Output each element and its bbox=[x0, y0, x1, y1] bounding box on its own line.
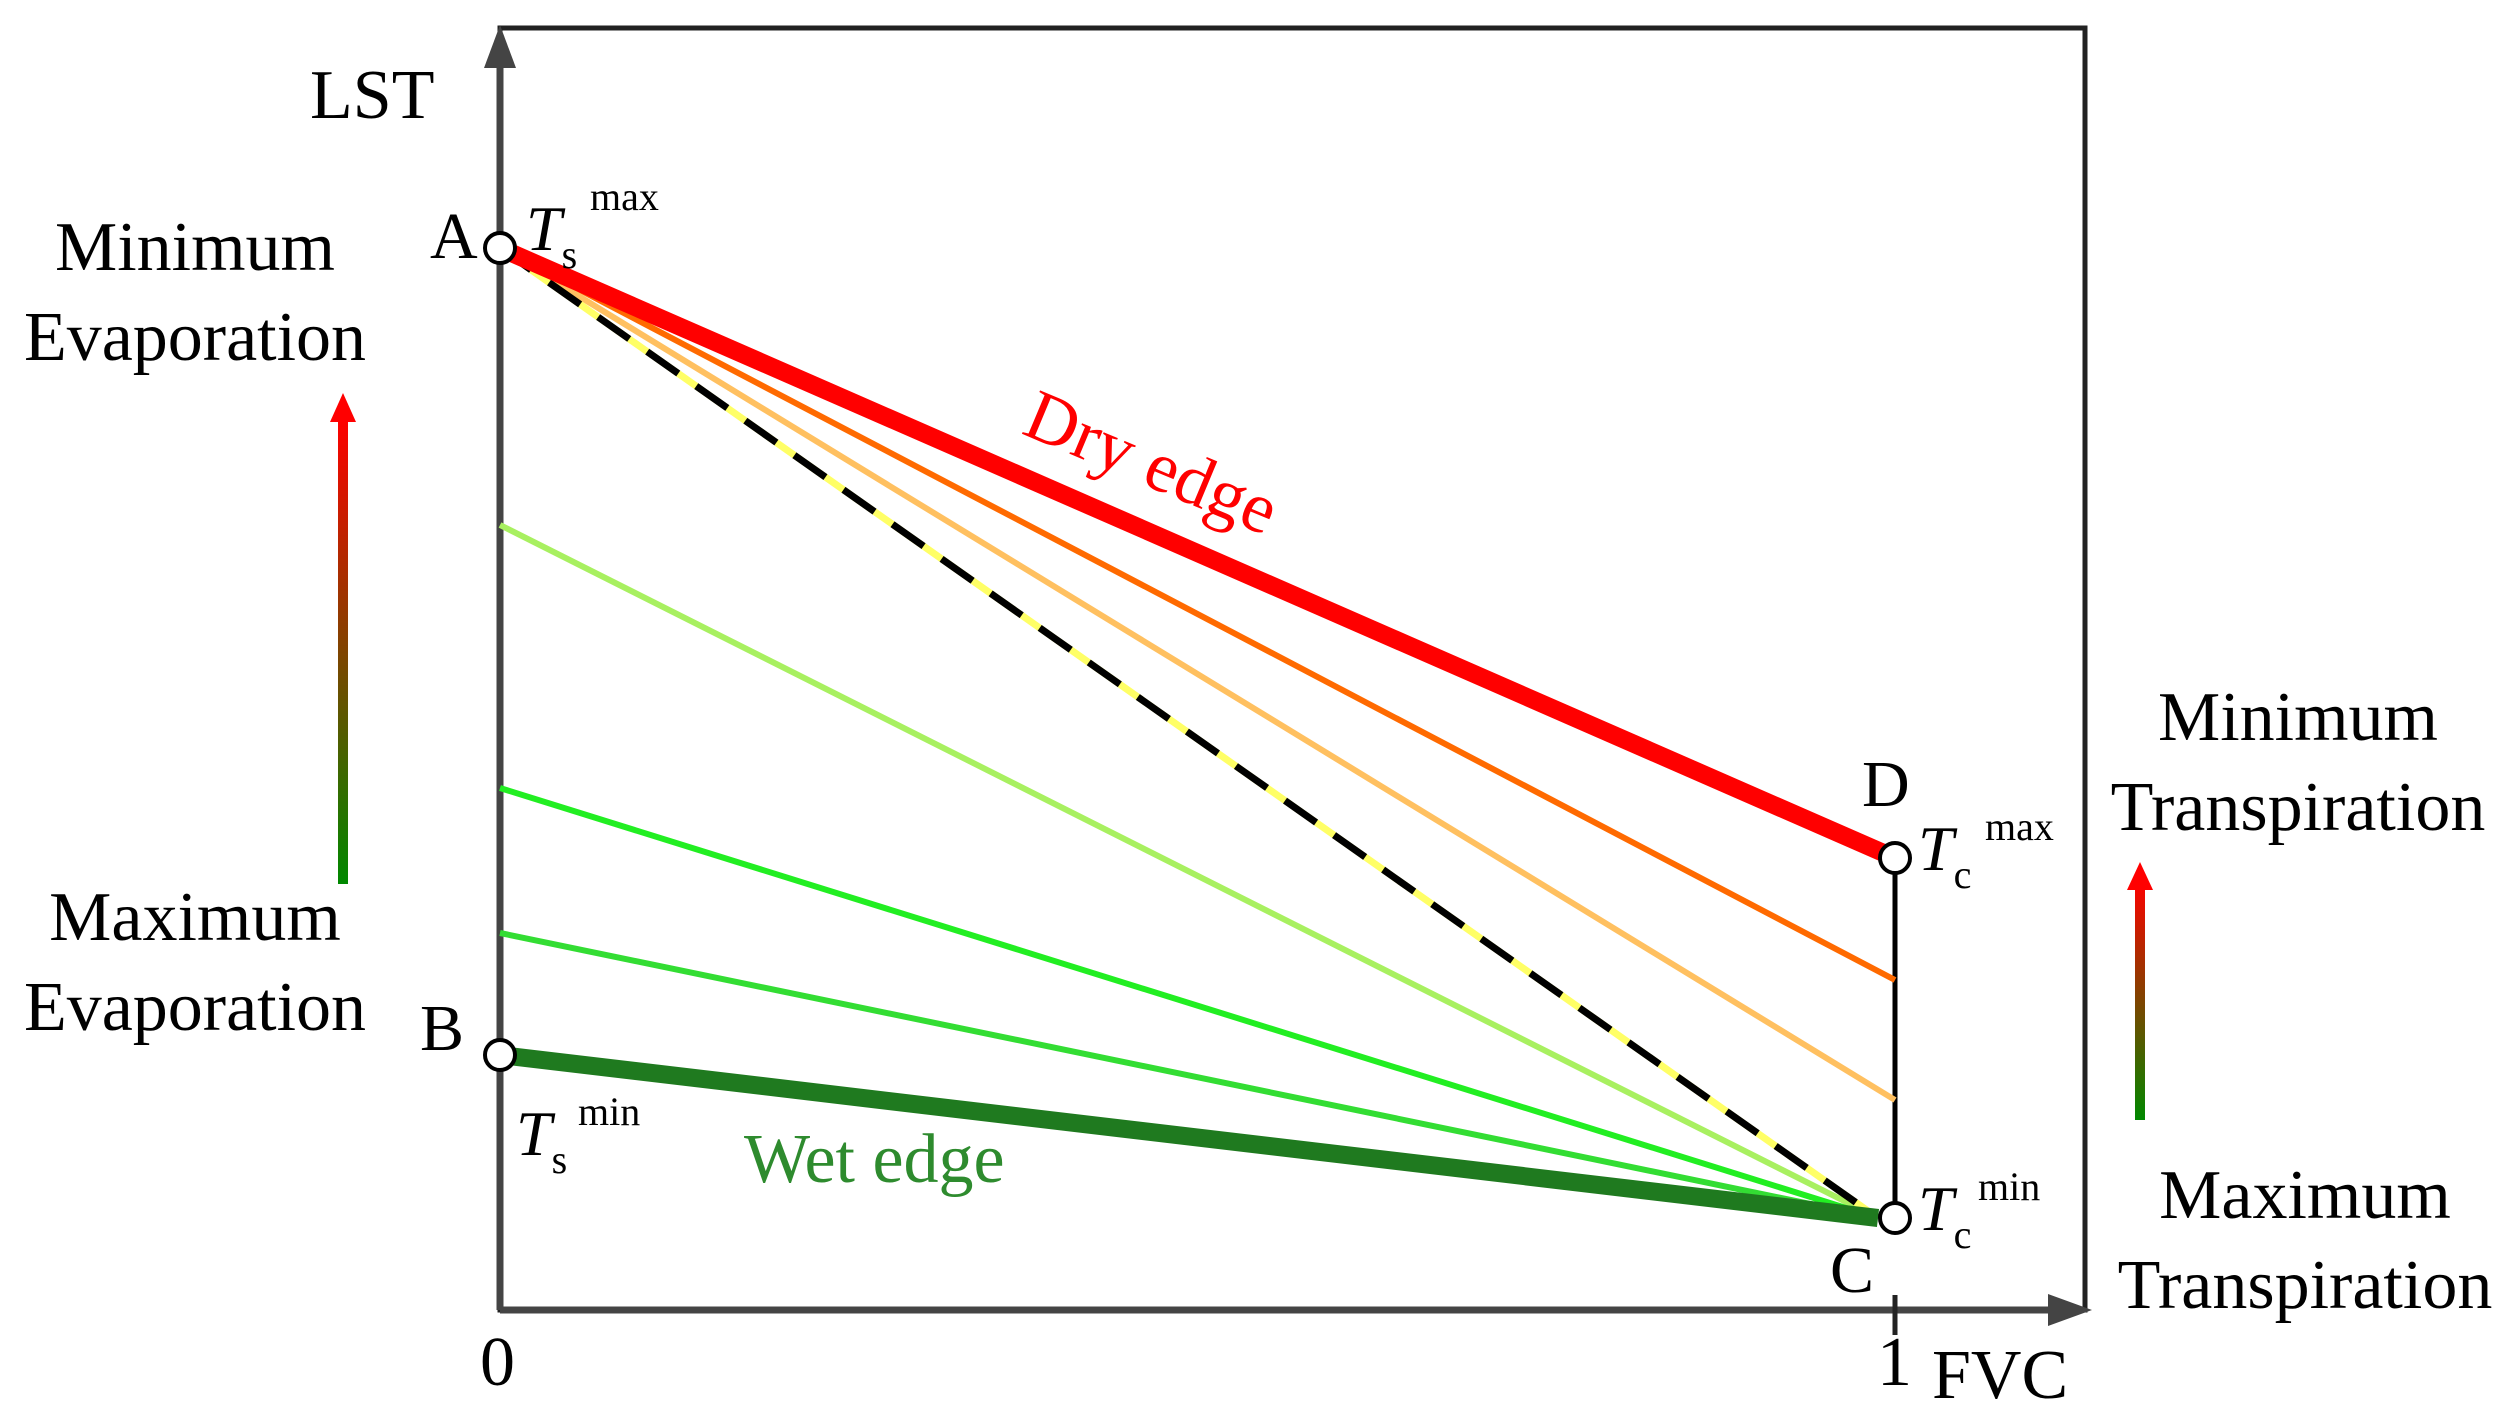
evap-top-line1: Minimum bbox=[55, 209, 335, 286]
evaporation-arrow-head-icon bbox=[330, 393, 356, 422]
plot-frame bbox=[497, 25, 2088, 1313]
point-a-marker bbox=[483, 231, 517, 265]
trans-bottom-line1: Maximum bbox=[2159, 1157, 2451, 1234]
ts-max-sup: max bbox=[590, 174, 659, 219]
transpiration-gradient-arrow bbox=[2135, 880, 2145, 1120]
point-c-label: C bbox=[1830, 1234, 1874, 1307]
isoline-light-orange bbox=[498, 245, 1897, 1103]
ts-max-label: Ts bbox=[526, 193, 577, 277]
x-axis-arrow-icon bbox=[2048, 1294, 2092, 1326]
isoline-green-2 bbox=[499, 930, 1879, 1221]
point-b-label: B bbox=[420, 992, 464, 1065]
isoline-green-1 bbox=[499, 785, 1879, 1221]
tc-min-label: Tc bbox=[1918, 1173, 1971, 1257]
wet-edge-line bbox=[498, 1046, 1880, 1227]
x-axis-label: FVC bbox=[1932, 1337, 2068, 1414]
trans-top-line1: Minimum bbox=[2158, 679, 2438, 756]
evaporation-gradient-arrow bbox=[338, 418, 348, 884]
wet-edge-label: Wet edge bbox=[744, 1121, 1005, 1198]
y-axis-arrow-icon bbox=[484, 25, 516, 68]
isoline-orange bbox=[498, 245, 1897, 983]
trans-bottom-line2: Transpiration bbox=[2118, 1247, 2493, 1324]
ts-min-sup: min bbox=[578, 1089, 640, 1134]
evap-bottom-line1: Maximum bbox=[49, 879, 341, 956]
tc-max-sup: max bbox=[1985, 804, 2054, 849]
isoline-yellow-green bbox=[498, 522, 1880, 1221]
tc-max-label: Tc bbox=[1918, 813, 1971, 897]
point-b-marker bbox=[483, 1038, 517, 1072]
diagonal-dashed bbox=[497, 245, 1881, 1221]
y-axis-label: LST bbox=[310, 57, 434, 134]
point-c-marker bbox=[1878, 1201, 1912, 1235]
trans-top-line2: Transpiration bbox=[2111, 769, 2486, 846]
tc-min-sup: min bbox=[1978, 1164, 2040, 1209]
point-a-label: A bbox=[430, 200, 478, 273]
x-tick-label-0: 0 bbox=[480, 1324, 515, 1401]
dry-edge-line bbox=[496, 239, 1899, 867]
point-d-label: D bbox=[1862, 748, 1910, 821]
evap-bottom-line2: Evaporation bbox=[24, 969, 366, 1046]
ts-min-label: Ts bbox=[516, 1098, 567, 1182]
x-tick-label-1: 1 bbox=[1877, 1324, 1912, 1401]
evap-top-line2: Evaporation bbox=[24, 299, 366, 376]
point-d-marker bbox=[1878, 841, 1912, 875]
transpiration-arrow-head-icon bbox=[2127, 862, 2153, 890]
